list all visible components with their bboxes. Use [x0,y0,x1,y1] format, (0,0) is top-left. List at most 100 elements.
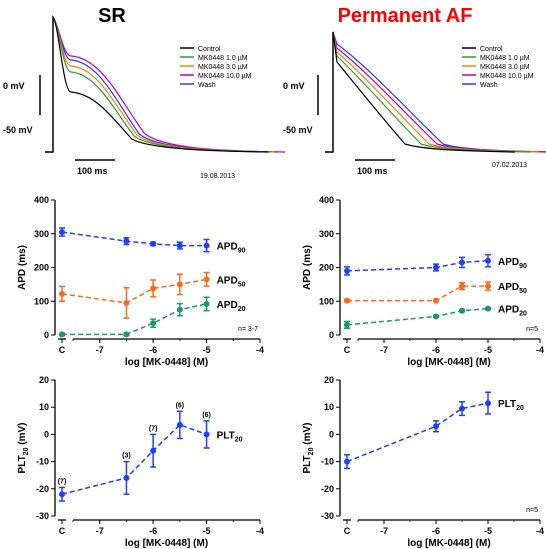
y-tick-label: 0 [44,330,49,340]
data-point [485,283,491,290]
y-tick-label: 10 [324,402,334,412]
x-tick-label: -6 [432,345,440,355]
x-axis-label: log [MK-0448] (M) [125,357,208,368]
x-tick-label: -6 [149,526,157,536]
x-tick-label: C [344,526,351,536]
af-ap-trace [325,31,546,153]
legend-label: MK0448 1.0 µM [480,55,530,62]
y-tick-label: 100 [34,296,49,306]
data-point [459,283,465,290]
x-tick-label: -5 [203,526,211,536]
data-point [433,297,439,304]
n-label: (3) [122,453,131,460]
data-point [150,447,157,454]
data-point [485,400,491,407]
sr-scale-label: 100 ms [77,166,108,176]
legend-label: MK0448 10.0 µM [480,73,534,80]
legend-label: Wash [198,82,216,89]
data-point [59,290,65,297]
y-tick-label: 300 [319,229,334,239]
legend-label: MK0448 10.0 µM [198,73,252,80]
data-point [485,305,491,312]
af-trace-panel: 0 mV -50 mV 100 ms 07.02.2013 Control MK0… [283,31,546,176]
y-tick-label: 20 [39,375,49,385]
y-tick-label: -20 [321,484,334,494]
sr-ap-trace [45,15,279,153]
x-tick-label: -4 [536,526,544,536]
x-axis-label: log [MK-0448] (M) [407,538,490,549]
x-tick-label: C [59,345,66,355]
af-scale-label: 100 ms [357,166,388,176]
y-tick-label: 0 [329,330,334,340]
x-tick-label: -4 [256,526,264,536]
x-tick-label: -4 [536,345,544,355]
data-point [176,242,183,249]
data-point [344,267,350,274]
legend-label: Control [480,46,503,53]
af-legend: Control MK0448 1.0 µM MK0448 3.0 µM MK0448 … [462,46,534,89]
series-line [61,424,207,495]
af-ap-trace [325,31,546,153]
series-line [61,231,207,247]
x-tick-label: -7 [96,526,104,536]
series-line [346,260,489,272]
x-tick-label: -7 [380,526,388,536]
x-tick-label: -6 [432,526,440,536]
data-point [176,306,183,313]
series-label: PLT20 [498,399,524,412]
data-point [459,405,465,412]
af-plt-chart: -30 -20 -10 0 10 20 C -7 -6 -5 -4 log [MK-0448] (M)… [302,375,544,549]
af-apd-chart: 0 100 200 300 400 C -7 -6 -5 -4 log [MK-0448] (M) A… [302,195,544,368]
legend-label: Wash [480,82,498,89]
data-point [150,285,157,292]
sr-title: SR [98,5,126,27]
y-tick-label: -30 [36,511,49,521]
data-point [150,320,157,327]
n-label: (6) [202,412,211,419]
data-point [459,307,465,314]
x-tick-label: -4 [256,345,264,355]
n-note: n=5 [526,326,538,333]
data-point [433,264,439,271]
series-line [61,278,207,304]
data-point [203,242,210,249]
data-point [176,281,183,288]
series-label: APD90 [498,257,527,270]
sr-trace-panel: 0 mV -50 mV 100 ms 19.08.2013 Control MK0… [3,15,286,180]
y-tick-label: -10 [36,457,49,467]
data-point [150,240,157,247]
data-point [433,313,439,320]
data-point [176,421,183,428]
sr-zero-mv-label: 0 mV [3,81,25,91]
series-label: APD90 [217,242,246,255]
data-point [123,238,130,245]
x-tick-label: -6 [149,345,157,355]
sr-date: 19.08.2013 [200,173,235,180]
sr-plt-chart: -30 -20 -10 0 10 20 C -7 -6 -5 -4 log [MK-0448] (M)… [17,375,264,549]
legend-label: MK0448 1.0 µM [198,55,248,62]
data-point [485,257,491,264]
series-label: APD20 [498,305,527,318]
data-point [433,423,439,430]
data-point [203,431,210,438]
series-label: APD50 [217,275,246,288]
sr-neg-mv-label: -50 mV [3,125,33,135]
data-point [59,491,65,498]
data-point [459,259,465,266]
y-tick-label: 400 [319,195,334,205]
sr-ap-trace [45,15,276,153]
data-point [344,321,350,328]
sr-apd-chart: 0 100 200 300 400 C -7 -6 -5 -4 log [MK-0448] (M) A… [17,195,264,368]
n-label: (6) [176,402,185,409]
y-tick-label: 100 [319,296,334,306]
x-tick-label: C [59,526,66,536]
series-label: PLT20 (mV) [302,423,315,474]
data-point [203,276,210,283]
x-tick-label: -5 [484,345,492,355]
x-tick-label: -5 [203,345,211,355]
x-axis-label: log [MK-0448] (M) [125,538,208,549]
series-line [346,402,489,463]
sr-legend: Control MK0448 1.0 µM MK0448 3.0 µM MK0448 … [180,46,252,89]
y-tick-label: -30 [321,511,334,521]
